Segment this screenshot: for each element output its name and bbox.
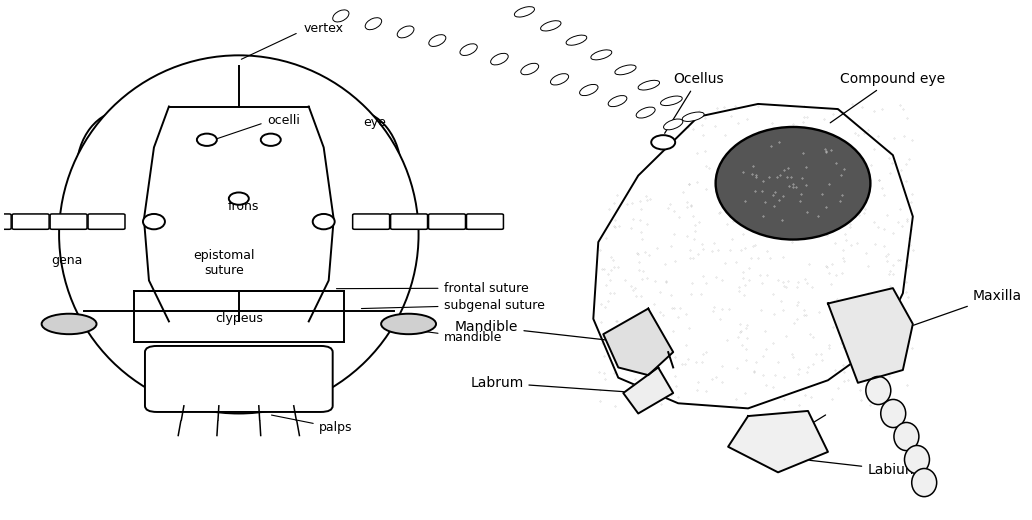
Ellipse shape: [307, 110, 401, 230]
Text: eye: eye: [363, 116, 387, 129]
Ellipse shape: [715, 127, 870, 240]
Text: palps: palps: [271, 415, 352, 434]
Text: vertex: vertex: [303, 22, 344, 35]
Ellipse shape: [490, 54, 508, 65]
FancyBboxPatch shape: [0, 214, 11, 229]
Ellipse shape: [332, 10, 349, 22]
Text: frons: frons: [228, 200, 259, 213]
Text: Compound eye: Compound eye: [830, 72, 945, 123]
FancyBboxPatch shape: [51, 214, 87, 229]
FancyBboxPatch shape: [428, 214, 465, 229]
Text: gena: gena: [52, 254, 83, 267]
Ellipse shape: [365, 18, 382, 30]
Ellipse shape: [636, 107, 655, 118]
Ellipse shape: [41, 314, 97, 334]
Ellipse shape: [880, 399, 906, 427]
Polygon shape: [604, 308, 673, 375]
Ellipse shape: [638, 80, 659, 90]
Text: labrum: labrum: [217, 375, 261, 388]
Ellipse shape: [894, 422, 918, 451]
Ellipse shape: [197, 134, 217, 146]
Ellipse shape: [608, 96, 626, 107]
Ellipse shape: [580, 84, 598, 96]
Ellipse shape: [615, 65, 636, 75]
Ellipse shape: [143, 214, 165, 229]
Polygon shape: [729, 411, 828, 472]
Text: subgenal suture: subgenal suture: [361, 298, 545, 311]
Ellipse shape: [313, 214, 334, 229]
FancyBboxPatch shape: [390, 214, 427, 229]
Text: Labrum: Labrum: [471, 376, 641, 393]
Text: Mandible: Mandible: [455, 319, 620, 342]
Ellipse shape: [651, 135, 675, 149]
Ellipse shape: [397, 26, 414, 38]
FancyBboxPatch shape: [144, 346, 332, 412]
Ellipse shape: [521, 63, 539, 75]
Ellipse shape: [866, 376, 891, 405]
Ellipse shape: [460, 44, 477, 56]
Ellipse shape: [261, 134, 281, 146]
FancyBboxPatch shape: [12, 214, 50, 229]
Text: Ocellus: Ocellus: [665, 72, 723, 133]
Polygon shape: [593, 104, 913, 408]
Polygon shape: [828, 288, 913, 383]
Ellipse shape: [591, 50, 612, 60]
Text: frontal suture: frontal suture: [336, 282, 528, 295]
Ellipse shape: [429, 35, 446, 46]
Ellipse shape: [904, 446, 930, 474]
Ellipse shape: [664, 119, 683, 130]
Text: clypeus: clypeus: [215, 313, 263, 326]
Ellipse shape: [567, 35, 587, 45]
Ellipse shape: [487, 0, 508, 4]
Ellipse shape: [660, 96, 682, 106]
Ellipse shape: [59, 55, 419, 413]
Ellipse shape: [550, 74, 569, 85]
Ellipse shape: [682, 112, 704, 122]
FancyBboxPatch shape: [353, 214, 390, 229]
Polygon shape: [623, 368, 673, 413]
Text: antenna: antenna: [393, 220, 495, 233]
Ellipse shape: [514, 7, 535, 17]
FancyBboxPatch shape: [88, 214, 125, 229]
Ellipse shape: [381, 314, 437, 334]
Ellipse shape: [76, 110, 171, 230]
Ellipse shape: [911, 469, 937, 497]
Text: Maxilla: Maxilla: [912, 289, 1022, 326]
Text: Labium: Labium: [806, 460, 918, 477]
Text: epistomal
suture: epistomal suture: [193, 249, 255, 277]
Text: Maxilla: Maxilla: [750, 415, 826, 451]
FancyBboxPatch shape: [466, 214, 504, 229]
Ellipse shape: [541, 21, 561, 31]
Ellipse shape: [229, 192, 249, 205]
Text: ocelli: ocelli: [267, 114, 299, 127]
Text: mandible: mandible: [396, 328, 502, 344]
